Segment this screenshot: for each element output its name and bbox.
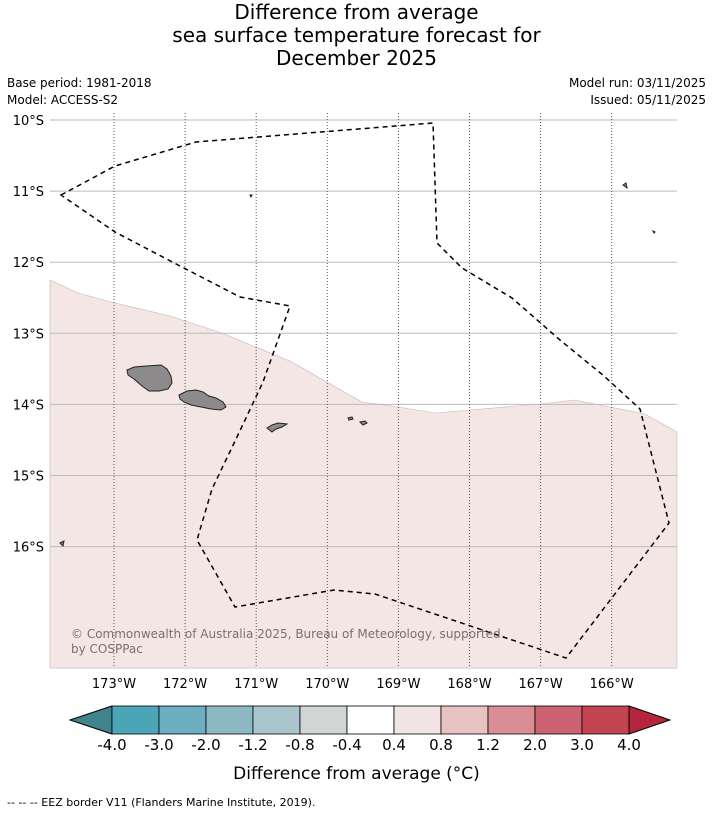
colorbar-swatch (205, 705, 254, 735)
colorbar-swatch (534, 705, 583, 735)
longitude-gridlines (113, 113, 613, 668)
colorbar-swatch (252, 705, 301, 735)
lon-tick-label: 171°W (234, 677, 278, 692)
lat-tick-label: 12°S (13, 256, 44, 271)
colorbar-tick-label: -3.0 (144, 736, 174, 754)
lat-tick-label: 11°S (13, 185, 44, 200)
colorbar-extend-high (628, 705, 672, 735)
colorbar-swatch (581, 705, 630, 735)
island-upolu (178, 389, 227, 411)
colorbar-swatch (111, 705, 160, 735)
lon-tick-label: 173°W (92, 677, 136, 692)
island-small-sw (59, 540, 65, 548)
colorbar-tick-label: 0.8 (429, 736, 453, 754)
model-run: Model run: 03/11/2025 (568, 76, 706, 90)
lon-tick-label: 170°W (305, 677, 349, 692)
island-small-north (249, 194, 253, 199)
meta-left: Base period: 1981-2018 Model: ACCESS-S2 (7, 75, 152, 109)
longitude-labels: 173°W 172°W 171°W 170°W 169°W 168°W 167°W 166°W (92, 677, 634, 692)
colorbar-tick-label: 4.0 (617, 736, 641, 754)
island-small-east (651, 229, 656, 234)
title-line-2: sea surface temperature forecast for (172, 23, 541, 47)
colorbar-tick-label: 3.0 (570, 736, 594, 754)
colorbar-swatch (440, 705, 489, 735)
map-frame (49, 113, 678, 669)
lat-tick-label: 10°S (13, 114, 44, 129)
island-savaii (126, 364, 173, 392)
lat-tick-label: 13°S (13, 327, 44, 342)
eez-legend-note: -- -- -- EEZ border V11 (Flanders Marine… (7, 796, 316, 809)
copyright-notice: © Commonwealth of Australia 2025, Bureau… (71, 627, 501, 656)
colorbar-tick-label: -0.4 (332, 736, 362, 754)
island-swains (622, 182, 628, 190)
colorbar-tick-label: -4.0 (97, 736, 127, 754)
lon-tick-label: 172°W (163, 677, 207, 692)
island-tutuila (266, 422, 289, 433)
island-manua-tau (358, 420, 368, 426)
lat-tick-label: 14°S (13, 398, 44, 413)
model-name: Model: ACCESS-S2 (7, 93, 119, 107)
colorbar-tick-label: 0.4 (382, 736, 406, 754)
colorbar-tick-label: -2.0 (191, 736, 221, 754)
island-manua-ofu (347, 416, 354, 421)
latitude-gridlines (50, 119, 677, 548)
title-line-1: Difference from average (234, 0, 479, 24)
colorbar-tick-label: 1.2 (476, 736, 500, 754)
issued-date: Issued: 05/11/2025 (590, 93, 706, 107)
colorbar-extend-low (68, 705, 113, 735)
lon-tick-label: 169°W (376, 677, 420, 692)
base-period: Base period: 1981-2018 (7, 76, 152, 90)
colorbar-tick-label: -1.2 (238, 736, 268, 754)
colorbar-swatch (158, 705, 207, 735)
lon-tick-label: 167°W (519, 677, 563, 692)
lat-tick-label: 16°S (13, 541, 44, 556)
lat-tick-label: 15°S (13, 470, 44, 485)
lon-tick-label: 166°W (590, 677, 634, 692)
meta-right: Model run: 03/11/2025 Issued: 05/11/2025 (569, 75, 706, 109)
latitude-labels: 10°S 11°S 12°S 13°S 14°S 15°S 16°S (13, 114, 44, 556)
anomaly-region (49, 279, 678, 669)
colorbar-title: Difference from average (°C) (233, 764, 480, 784)
colorbar-swatch (487, 705, 536, 735)
colorbar-tick-label: 2.0 (523, 736, 547, 754)
colorbar-swatch (299, 705, 348, 735)
chart-title: Difference from average sea surface temp… (0, 1, 713, 70)
lon-tick-label: 168°W (447, 677, 491, 692)
eez-border (59, 122, 670, 659)
colorbar-tick-label: -0.8 (285, 736, 315, 754)
colorbar-swatch (346, 705, 395, 735)
colorbar-swatch (393, 705, 442, 735)
colorbar (68, 705, 672, 735)
title-line-3: December 2025 (276, 46, 437, 70)
